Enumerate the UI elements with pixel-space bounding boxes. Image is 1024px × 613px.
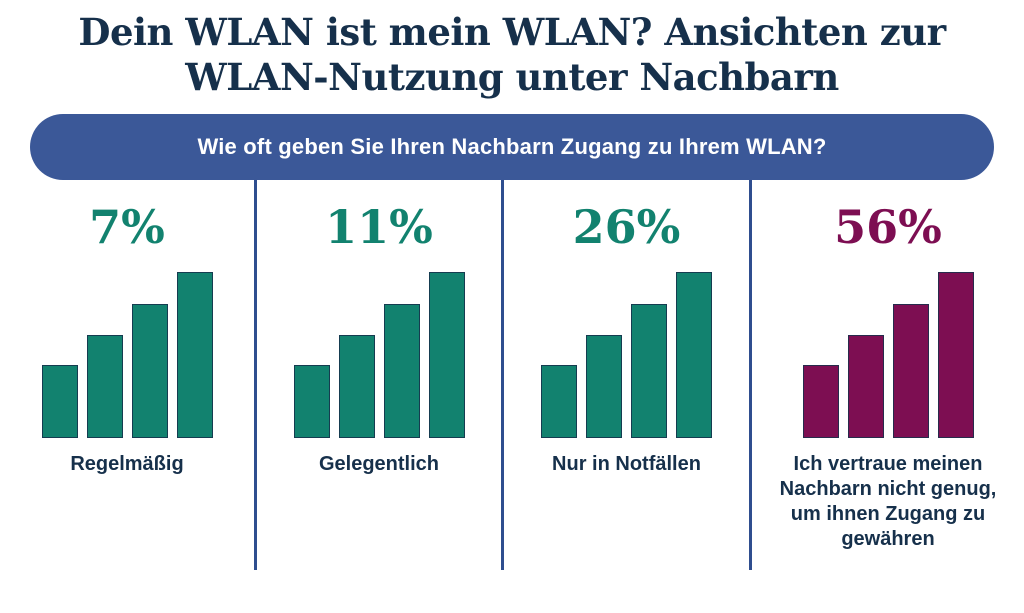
page-title-line-1: Dein WLAN ist mein WLAN? Ansichten zur xyxy=(78,10,946,54)
bar xyxy=(586,335,622,439)
bar xyxy=(892,303,929,439)
bar xyxy=(293,365,330,439)
answer-label: Nur in Notfällen xyxy=(552,453,701,476)
answer-column-gelegentlich: 11% Gelegentlich xyxy=(257,180,504,571)
bar xyxy=(41,365,78,439)
bar xyxy=(383,303,420,439)
percent-value: 26% xyxy=(572,200,681,255)
page-title-line-2: WLAN-Nutzung unter Nachbarn xyxy=(185,55,839,100)
page-title: Dein WLAN ist mein WLAN? Ansichten zur W… xyxy=(20,10,1004,100)
answer-column-regelmaessig: 7% Regelmäßig xyxy=(0,180,257,571)
answer-column-kein-vertrauen: 56% Ich vertraue meinen Nachbarn nicht g… xyxy=(752,180,1024,570)
percent-value: 7% xyxy=(89,200,165,255)
answer-columns: 7% Regelmäßig 11% Gelegentlich 26% Nur i… xyxy=(0,180,1024,571)
answer-label: Ich vertraue meinen Nachbarn nicht genug… xyxy=(779,453,997,551)
bar xyxy=(428,272,465,439)
bar xyxy=(131,303,168,439)
answer-label: Regelmäßig xyxy=(70,453,184,476)
bar xyxy=(676,272,712,439)
bar-chart-icon xyxy=(802,272,974,439)
answer-label: Gelegentlich xyxy=(318,453,440,476)
bar xyxy=(86,335,123,439)
bar-chart-icon xyxy=(41,272,213,439)
bar xyxy=(541,365,577,439)
bar xyxy=(338,335,375,439)
bar-chart-icon xyxy=(541,272,712,439)
bar xyxy=(847,335,884,439)
question-banner-text: Wie oft geben Sie Ihren Nachbarn Zugang … xyxy=(197,134,827,160)
bar xyxy=(802,365,839,439)
bar xyxy=(631,303,667,439)
answer-column-notfaelle: 26% Nur in Notfällen xyxy=(504,180,752,571)
bar-chart-icon xyxy=(293,272,465,439)
bar xyxy=(937,272,974,439)
percent-value: 56% xyxy=(834,200,942,255)
bar xyxy=(176,272,213,439)
percent-value: 11% xyxy=(325,200,433,255)
question-banner: Wie oft geben Sie Ihren Nachbarn Zugang … xyxy=(30,114,994,181)
